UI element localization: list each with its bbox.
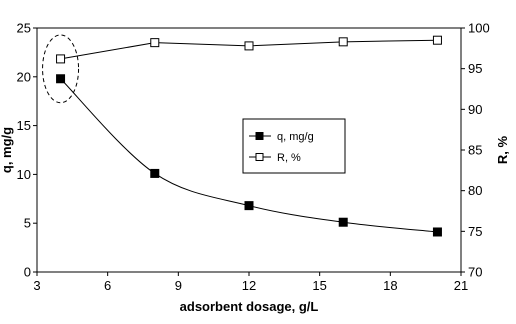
series-q-point <box>432 227 442 237</box>
left-y-tick-label: 10 <box>17 167 31 182</box>
series-q-point <box>338 217 348 227</box>
x-axis: 3 6 9 12 15 18 21 <box>33 272 468 293</box>
right-y-tick-label: 80 <box>468 183 482 198</box>
legend-label-r: R, % <box>277 152 301 164</box>
legend-box <box>242 118 346 174</box>
series-q-point <box>56 74 66 84</box>
left-y-tick-label: 5 <box>24 216 31 231</box>
left-y-tick-label: 25 <box>17 21 31 36</box>
legend-label-q: q, mg/g <box>277 131 314 143</box>
series-r-point <box>56 54 66 64</box>
left-y-tick-label: 15 <box>17 118 31 133</box>
right-y-tick-label: 100 <box>468 21 490 36</box>
x-tick-label: 21 <box>454 278 468 293</box>
right-y-tick-label: 70 <box>468 265 482 280</box>
series-r-point <box>244 41 254 51</box>
right-y-tick-label: 90 <box>468 102 482 117</box>
left-y-tick-label: 0 <box>24 265 31 280</box>
right-y-axis: 70 75 80 85 90 95 100 <box>461 21 490 280</box>
left-y-axis: 0 5 10 15 20 25 <box>17 21 37 280</box>
series-r-point <box>150 38 160 48</box>
legend: q, mg/g R, % <box>242 118 346 174</box>
right-y-tick-label: 95 <box>468 61 482 76</box>
right-y-tick-label: 85 <box>468 143 482 158</box>
series-q-point <box>150 168 160 178</box>
left-y-tick-label: 20 <box>17 69 31 84</box>
x-tick-label: 3 <box>33 278 40 293</box>
series-r-point <box>338 37 348 47</box>
x-axis-title: adsorbent dosage, g/L <box>180 299 319 314</box>
x-tick-label: 18 <box>383 278 397 293</box>
x-tick-label: 6 <box>104 278 111 293</box>
series-q-point <box>244 201 254 211</box>
x-tick-label: 12 <box>242 278 256 293</box>
legend-marker-r <box>255 153 264 161</box>
legend-marker-q <box>255 132 264 140</box>
series-r-point <box>432 35 442 45</box>
x-tick-label: 15 <box>312 278 326 293</box>
x-tick-label: 9 <box>175 278 182 293</box>
right-y-tick-label: 75 <box>468 224 482 239</box>
highlight-ellipse <box>42 34 80 104</box>
right-y-axis-title: R, % <box>495 135 510 164</box>
series-layer <box>56 35 442 237</box>
left-y-axis-title: q, mg/g <box>0 127 14 173</box>
